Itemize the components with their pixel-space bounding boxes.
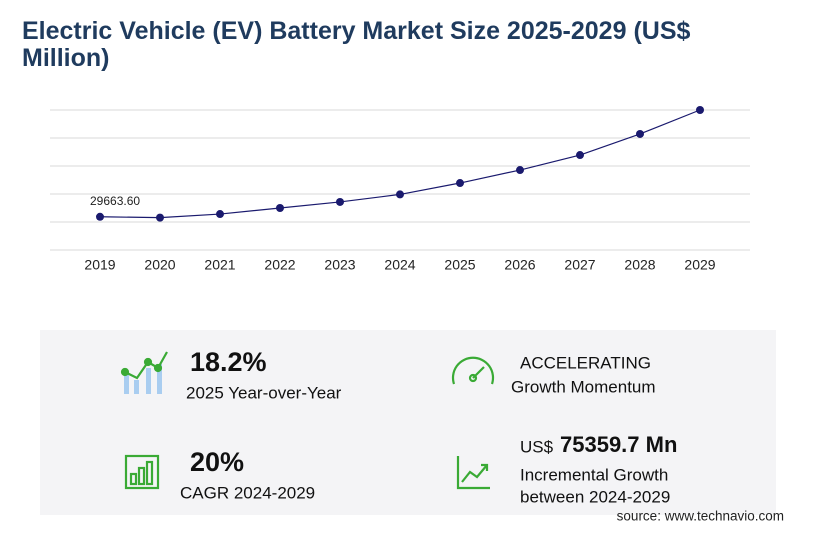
kpi-prefix: US$ bbox=[520, 437, 554, 456]
data-label: 29663.60 bbox=[90, 194, 140, 208]
series-line bbox=[99, 109, 701, 219]
kpi-label: Growth Momentum bbox=[511, 377, 656, 396]
data-point bbox=[516, 166, 524, 175]
kpi-label: 2025 Year-over-Year bbox=[186, 383, 342, 402]
x-tick-label: 2019 bbox=[84, 257, 115, 273]
chart-title: Electric Vehicle (EV) Battery Market Siz… bbox=[22, 17, 690, 72]
data-point bbox=[456, 179, 464, 188]
kpi-value: 20% bbox=[190, 447, 244, 477]
kpi-value: 75359.7 Mn bbox=[560, 432, 677, 457]
x-tick-label: 2027 bbox=[564, 257, 595, 273]
data-point bbox=[396, 190, 404, 199]
growth-icon bbox=[456, 456, 490, 490]
kpi-value: 18.2% bbox=[190, 347, 267, 377]
data-point bbox=[156, 213, 164, 222]
x-tick-label: 2025 bbox=[444, 257, 475, 273]
x-tick-label: 2021 bbox=[204, 257, 235, 273]
source: source: www.technavio.com bbox=[617, 509, 784, 524]
cagr-icon bbox=[124, 454, 160, 490]
data-point bbox=[96, 212, 104, 221]
kpi-label: between 2024-2029 bbox=[520, 487, 670, 506]
x-tick-label: 2022 bbox=[264, 257, 295, 273]
data-point bbox=[216, 210, 224, 219]
kpi-label: CAGR 2024-2029 bbox=[180, 483, 315, 502]
x-tick-label: 2023 bbox=[324, 257, 355, 273]
x-tick-label: 2020 bbox=[144, 257, 175, 273]
x-tick-label: 2024 bbox=[384, 257, 415, 273]
x-tick-label: 2026 bbox=[504, 257, 535, 273]
data-point bbox=[576, 151, 584, 160]
gauge-icon bbox=[451, 356, 495, 385]
kpi-value: ACCELERATING bbox=[520, 353, 651, 372]
yoy-icon bbox=[120, 351, 168, 394]
data-point bbox=[336, 197, 344, 206]
data-point bbox=[696, 106, 704, 114]
data-point bbox=[276, 204, 284, 212]
kpi-label: Incremental Growth bbox=[520, 465, 668, 484]
data-point bbox=[636, 129, 644, 138]
x-tick-label: 2029 bbox=[684, 257, 715, 273]
x-tick-label: 2028 bbox=[624, 257, 655, 273]
